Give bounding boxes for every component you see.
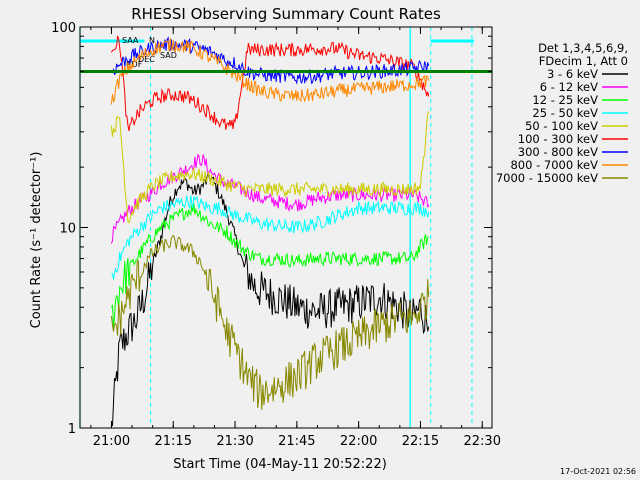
series-line-6-12-kev [110,153,430,244]
series-line-300-800-kev [111,36,430,85]
x-tick-label: 21:30 [216,434,253,449]
flag-label: SAD [160,51,177,60]
x-tick-label: 21:00 [93,434,130,449]
y-tick-label: 10 [59,222,76,237]
flag-label: N [149,36,155,45]
legend-entry-label: 300 - 800 keV [518,145,598,159]
series-line-800-7000-kev [110,37,430,105]
x-tick-label: 21:45 [278,434,315,449]
series-line-3-6-kev [110,171,430,427]
x-tick-label: 22:00 [340,434,377,449]
legend-entry-label: 3 - 6 keV [547,67,598,81]
legend-header: FDecim 1, Att 0 [539,54,628,68]
series-line-50-100-kev [110,111,430,224]
x-tick-label: 22:15 [402,434,439,449]
legend-entry-label: 7000 - 15000 keV [496,171,598,185]
legend: Det 1,3,4,5,6,9,FDecim 1, Att 03 - 6 keV… [496,41,628,185]
y-axis-label: Count Rate (s⁻¹ detector⁻¹) [29,152,44,329]
y-tick-label: 1 [68,422,76,437]
footer-timestamp: 17-Oct-2021 02:56 [560,467,636,476]
x-tick-label: 21:15 [155,434,192,449]
y-tick-label: 100 [51,21,76,36]
x-axis-label: Start Time (04-May-11 20:52:22) [173,457,387,472]
flag-label: SAA [122,36,139,45]
chart-title: RHESSI Observing Summary Count Rates [131,5,441,23]
legend-entry-label: 25 - 50 keV [532,106,598,120]
series-line-100-300-kev [110,35,430,132]
flag-label: RDF [126,60,143,69]
axis-layer: 21:00 21:15 21:30 21:45 22:00 22:15 22:30 1 10 10… [51,21,501,449]
legend-entry-label: 100 - 300 keV [518,132,598,146]
legend-entry-label: 800 - 7000 keV [510,158,598,172]
legend-entry-label: 50 - 100 keV [525,119,598,133]
flag-label: DEC [138,55,155,64]
legend-header: Det 1,3,4,5,6,9, [538,41,628,55]
series-line-25-50-kev [111,195,430,280]
series-layer [110,35,430,427]
series-line-7000-15000-kev [110,234,430,411]
series-line-12-25-kev [110,203,429,329]
legend-entry-label: 6 - 12 keV [540,80,598,94]
x-tick-label: 22:30 [464,434,501,449]
legend-entry-label: 12 - 25 keV [532,93,598,107]
